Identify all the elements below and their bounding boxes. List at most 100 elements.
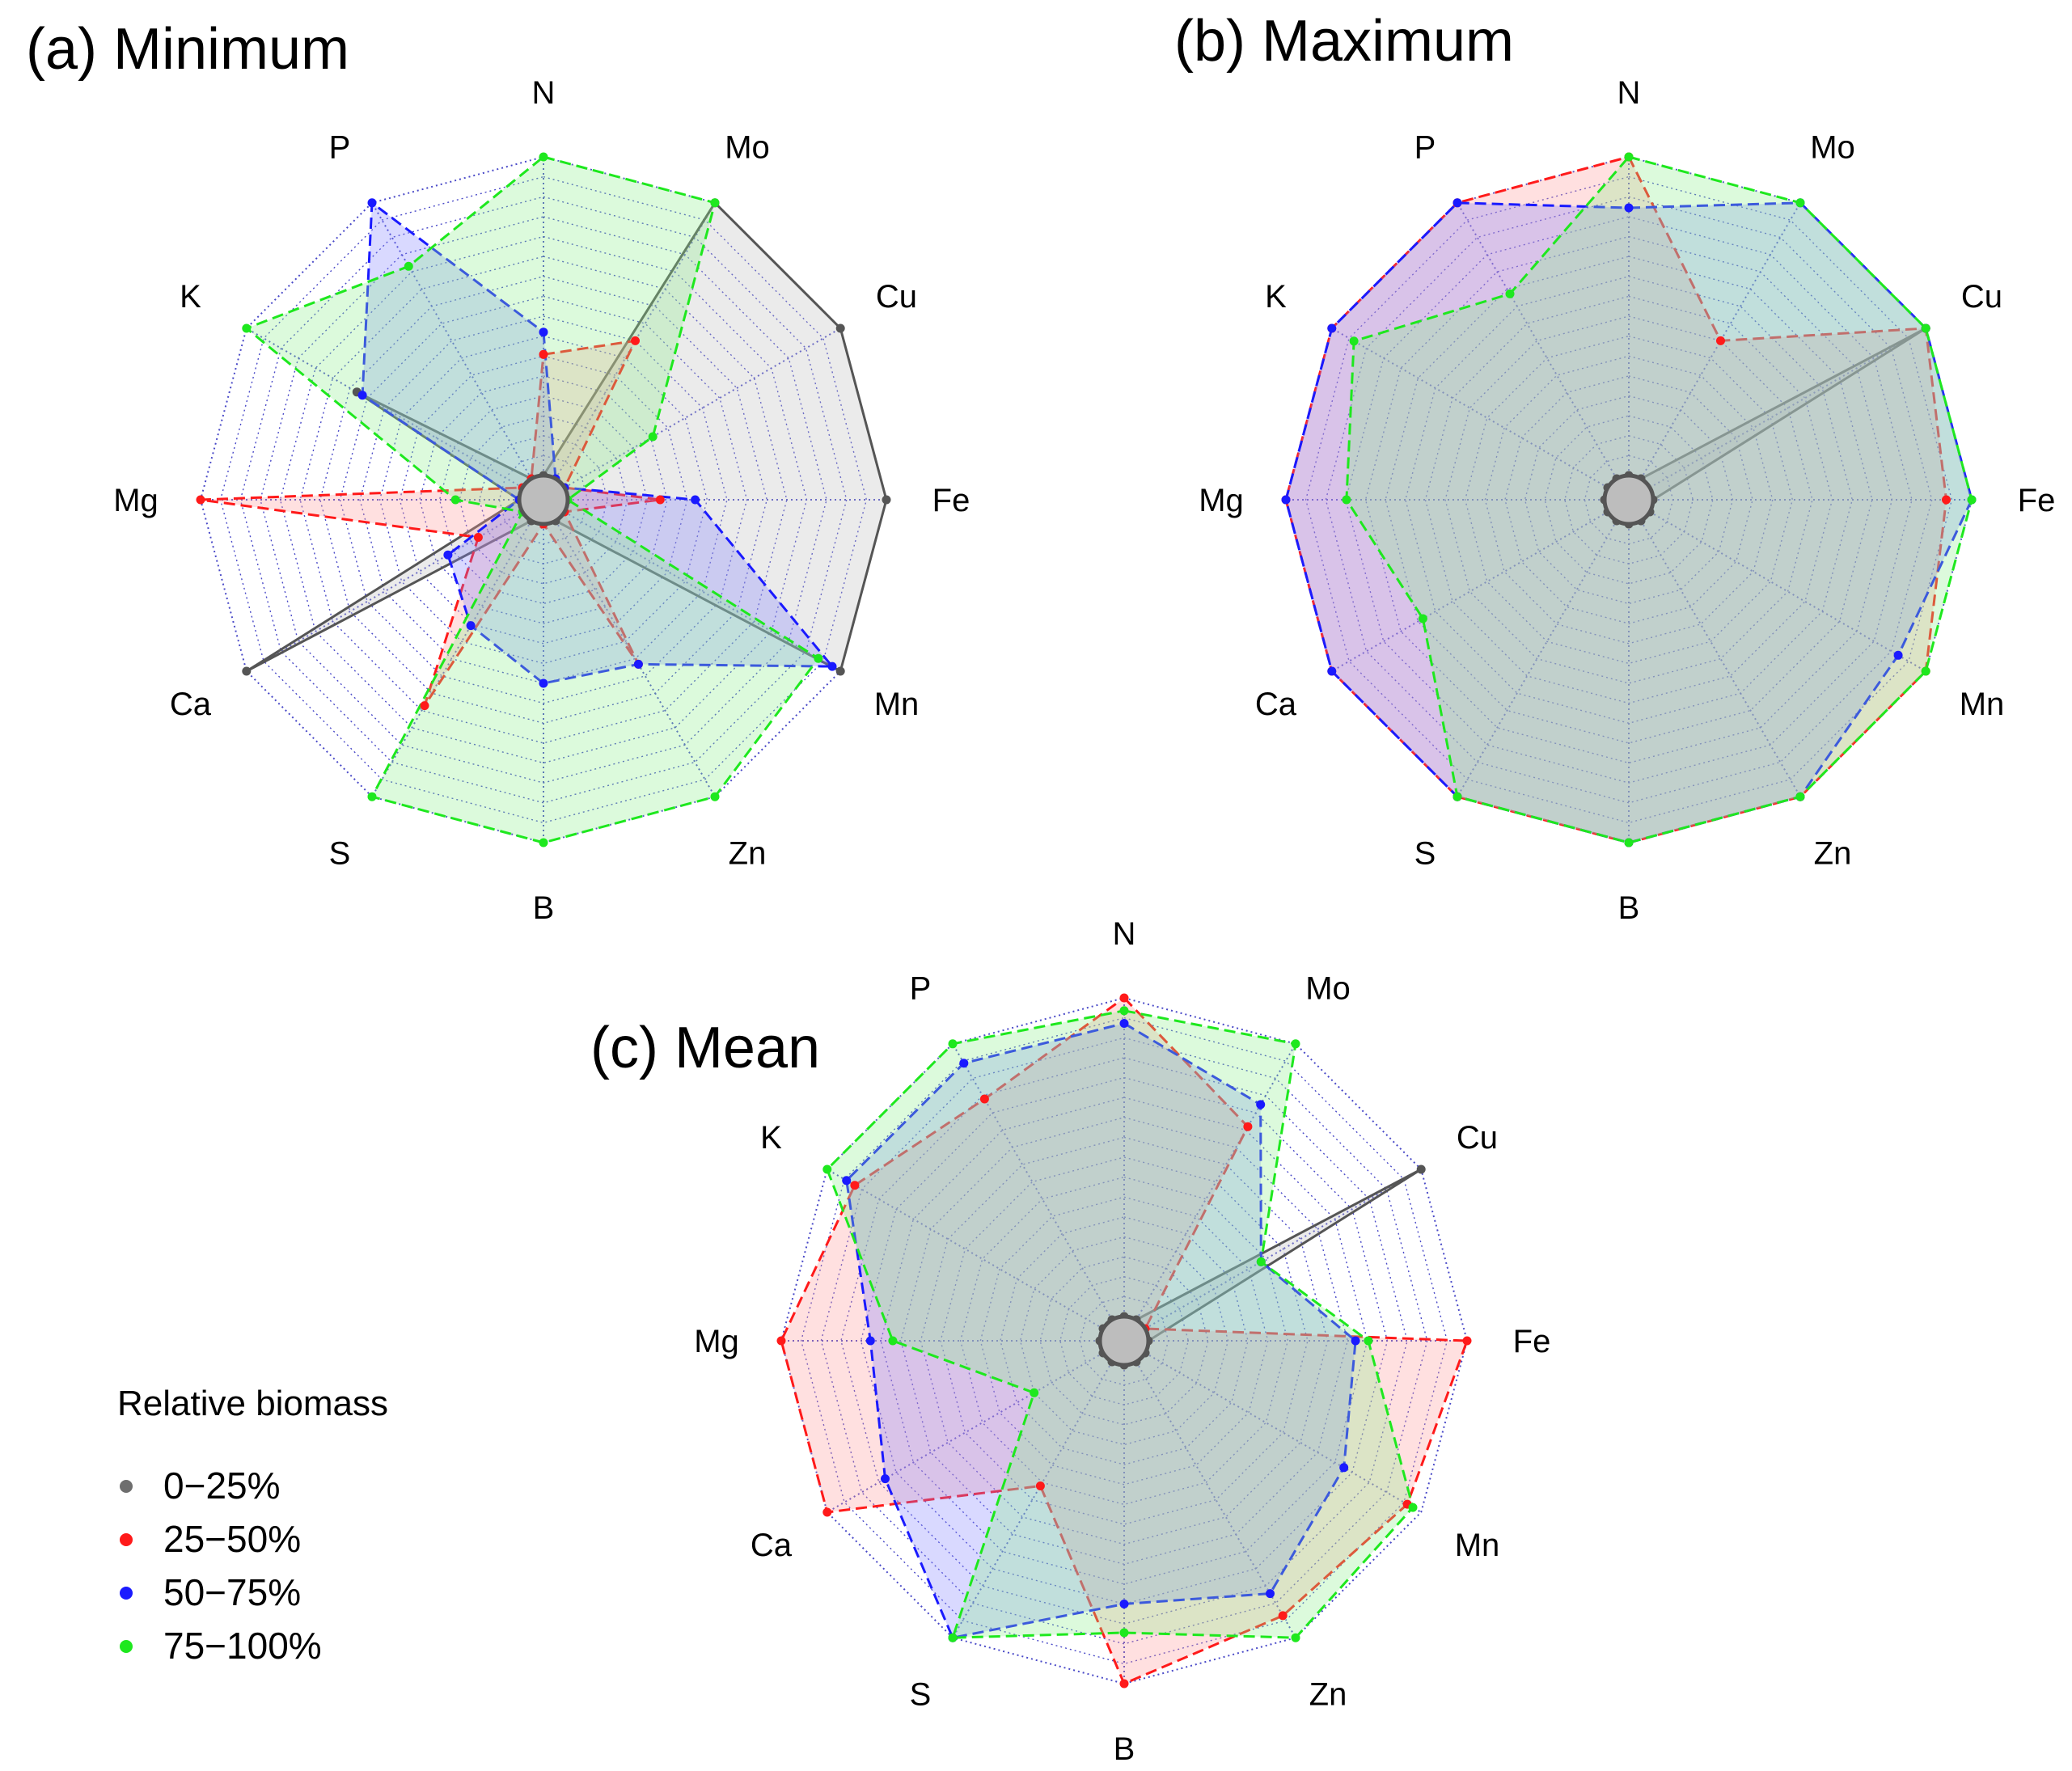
data-point-0-25-fe [882,495,891,505]
data-point-25-50-mo [1716,336,1725,345]
data-point-25-50-fe [1942,495,1951,505]
radar-panel-minimum: (a) Minimum N Mo Cu Fe Mn Zn B S Ca Mg K P [26,17,970,926]
legend-swatch-75-100 [120,1640,133,1653]
axis-label-s: S [1414,836,1436,872]
data-point-75-100-n [1624,152,1634,162]
data-point-50-75-mg [865,1336,875,1346]
legend-label-50-75: 50−75% [163,1571,301,1613]
data-point-50-75-n [539,328,548,337]
data-point-25-50-mg [776,1336,786,1346]
legend-label-75-100: 75−100% [163,1625,322,1667]
data-point-75-100-b [1624,838,1634,847]
data-point-50-75-p [959,1059,969,1068]
data-point-75-100-k [822,1164,832,1174]
axis-label-n: N [1113,916,1136,952]
data-point-25-50-fe [655,495,665,505]
center-hub [517,473,570,526]
axis-label-zn: Zn [1814,836,1852,872]
data-point-50-75-n [1624,203,1634,213]
data-point-50-75-p [367,198,377,208]
data-point-50-75-zn [1266,1589,1275,1599]
axis-label-k: K [1265,279,1287,315]
legend-item-25-50: 25−50% [120,1518,301,1560]
data-point-0-25-cu [1416,1164,1426,1174]
data-point-75-100-cu [1256,1257,1266,1266]
grid-ring [1504,375,1753,624]
data-point-75-100-s [367,792,377,801]
axis-label-mn: Mn [874,687,920,722]
data-point-50-75-mo [1256,1100,1266,1110]
data-point-25-50-p [979,1094,989,1104]
data-point-50-75-k [842,1176,852,1186]
axis-label-b: B [533,890,555,926]
legend-swatch-50-75 [120,1587,133,1600]
data-point-25-50-n [1119,993,1129,1003]
grid-ring [1424,295,1833,704]
legend-item-0-25: 0−25% [120,1465,281,1507]
data-point-75-100-s [1453,792,1462,801]
axis-label-mo: Mo [1305,971,1351,1007]
legend-item-75-100: 75−100% [120,1625,322,1667]
data-point-25-50-ca [473,533,483,542]
data-point-0-25-mn [835,666,845,676]
data-point-25-50-mo [1243,1122,1253,1131]
legend-title: Relative biomass [117,1384,388,1423]
data-point-75-100-fe [1364,1336,1373,1346]
data-point-25-50-b [1119,1679,1129,1689]
data-point-75-100-mg [888,1336,898,1346]
axis-label-b: B [1114,1731,1135,1767]
data-point-50-75-b [1119,1600,1129,1608]
legend-label-25-50: 25−50% [163,1518,301,1560]
data-point-25-50-ca [822,1507,832,1517]
axis-label-mg: Mg [694,1324,739,1359]
data-point-25-50-mo [631,336,640,345]
axis-label-mo: Mo [725,130,770,166]
axis-label-p: P [1414,130,1436,166]
data-point-75-100-k [242,323,252,333]
data-point-25-50-s [420,701,429,711]
axis-label-s: S [910,1677,932,1713]
axis-label-n: N [1617,75,1641,111]
series-points-75-100 [822,1006,1418,1642]
data-point-50-75-fe [691,495,700,505]
axis-label-mo: Mo [1810,130,1855,166]
axis-label-cu: Cu [1961,279,2002,315]
series-points-75-100 [1342,152,1977,847]
axis-label-p: P [910,971,932,1007]
data-point-75-100-b [539,838,548,847]
grid-ring [1019,1236,1229,1446]
data-point-50-75-ca [443,550,453,560]
data-point-50-75-b [539,678,548,688]
grid-ring [359,315,728,684]
panel-title-mean: (c) Mean [590,1016,820,1080]
data-point-75-100-mg [1342,495,1351,505]
data-point-75-100-mn [1408,1503,1418,1512]
data-point-50-75-mn [1893,650,1903,660]
legend-item-50-75: 50−75% [120,1571,301,1613]
grid-ring [399,355,688,645]
data-point-75-100-p [1505,289,1515,298]
data-point-25-50-mg [196,495,205,505]
grid-ring [1325,196,1933,804]
data-point-50-75-s [466,621,476,631]
data-point-75-100-n [539,152,548,162]
axis-label-fe: Fe [932,483,970,518]
center-hub [1602,473,1655,526]
data-point-75-100-zn [1291,1633,1300,1642]
data-point-50-75-k [357,391,367,400]
data-point-25-50-s [1035,1481,1045,1490]
data-point-75-100-mo [1795,198,1805,208]
axis-label-fe: Fe [1513,1324,1551,1359]
radar-panel-mean: (c) Mean N Mo Cu Fe Mn Zn B S Ca Mg K P [590,916,1550,1767]
data-point-50-75-zn [633,659,643,669]
axis-label-b: B [1618,890,1640,926]
legend-label-0-25: 0−25% [163,1465,281,1507]
data-point-0-25-ca [242,666,252,676]
axis-label-zn: Zn [1309,1677,1347,1713]
data-point-75-100-mo [1291,1039,1300,1049]
axis-label-mg: Mg [1199,483,1244,518]
data-point-25-50-k [850,1181,860,1190]
data-point-75-100-zn [710,792,720,801]
data-point-75-100-s [948,1633,958,1642]
